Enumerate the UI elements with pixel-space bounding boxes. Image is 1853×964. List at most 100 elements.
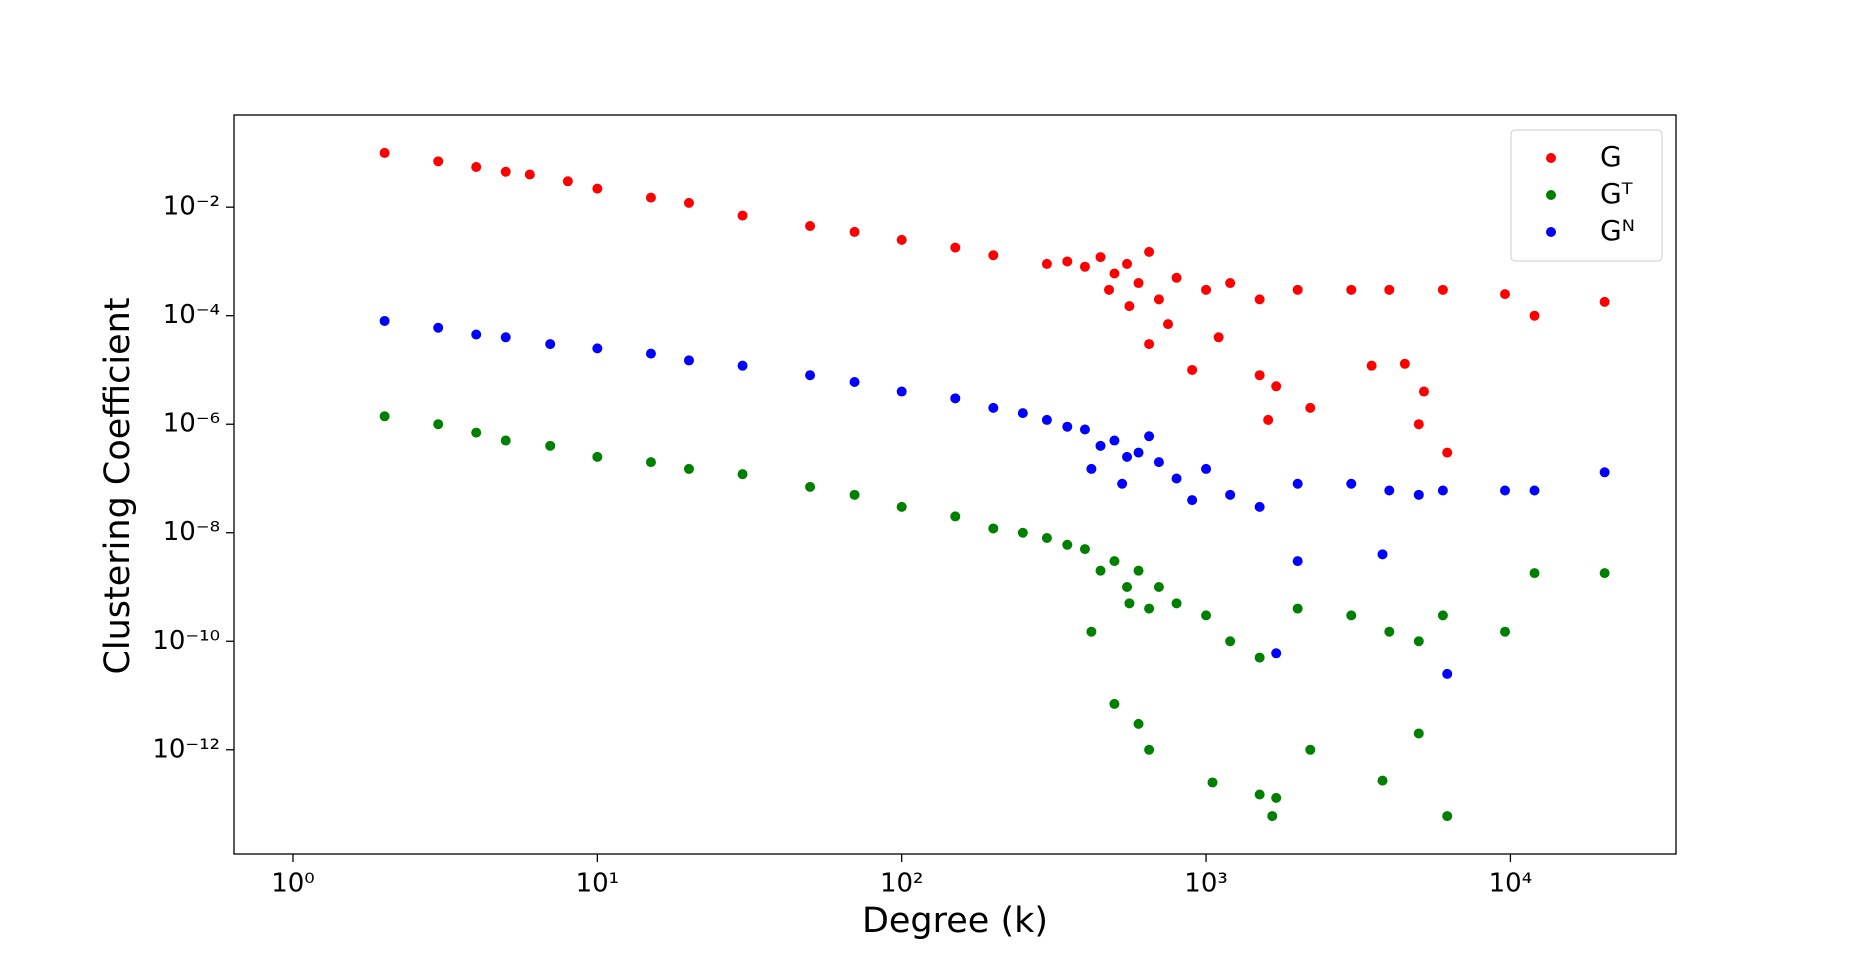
point: [849, 377, 860, 388]
point: [433, 322, 444, 333]
point: [683, 463, 694, 474]
point: [1384, 284, 1395, 295]
y-tick-label: 10⁻⁶: [163, 409, 220, 439]
point: [988, 250, 999, 261]
point: [1124, 598, 1135, 609]
point: [1144, 744, 1155, 755]
point: [1292, 284, 1303, 295]
legend-label: Gᵀ: [1600, 177, 1633, 210]
y-tick-label: 10⁻⁴: [163, 300, 220, 330]
point: [1384, 485, 1395, 496]
point: [849, 489, 860, 500]
point: [592, 343, 603, 354]
point: [896, 386, 907, 397]
point: [1187, 495, 1198, 506]
point: [1263, 414, 1274, 425]
point: [683, 355, 694, 366]
point: [1413, 636, 1424, 647]
point: [1599, 296, 1610, 307]
point: [1062, 256, 1073, 267]
point: [433, 419, 444, 430]
point: [849, 226, 860, 237]
point: [1346, 610, 1357, 621]
point: [1201, 463, 1212, 474]
point: [1384, 626, 1395, 637]
point: [1086, 463, 1097, 474]
point: [433, 156, 444, 167]
point: [1017, 527, 1028, 538]
y-axis-label: Clustering Coefficient: [98, 297, 138, 674]
point: [988, 402, 999, 413]
point: [1305, 402, 1316, 413]
point: [1041, 532, 1052, 543]
point: [1117, 478, 1128, 489]
point: [988, 523, 999, 534]
y-tick-label: 10⁻²: [163, 192, 220, 222]
point: [592, 183, 603, 194]
point: [1079, 424, 1090, 435]
point: [1418, 386, 1429, 397]
point: [1079, 544, 1090, 555]
point: [524, 169, 535, 180]
point: [1254, 370, 1265, 381]
point: [1041, 414, 1052, 425]
legend-marker: [1546, 227, 1556, 237]
point: [1086, 626, 1097, 637]
point: [1079, 261, 1090, 272]
point: [1144, 339, 1155, 350]
point: [1144, 246, 1155, 257]
point: [1201, 284, 1212, 295]
legend-box: [1510, 129, 1663, 262]
point: [1207, 777, 1218, 788]
point: [1109, 268, 1120, 279]
point: [1095, 565, 1106, 576]
point: [1187, 364, 1198, 375]
point: [1225, 489, 1236, 500]
point: [1254, 501, 1265, 512]
point: [1413, 489, 1424, 500]
point: [500, 435, 511, 446]
point: [1271, 792, 1282, 803]
x-tick-label: 10⁰: [271, 869, 315, 899]
legend-marker: [1546, 153, 1556, 163]
point: [1377, 549, 1388, 560]
point: [1124, 301, 1135, 312]
point: [1599, 568, 1610, 579]
point: [1163, 319, 1174, 330]
point: [1346, 284, 1357, 295]
point: [500, 332, 511, 343]
point: [1442, 447, 1453, 458]
point: [1529, 568, 1540, 579]
point: [950, 511, 961, 522]
point: [1599, 467, 1610, 478]
point: [1095, 440, 1106, 451]
point: [1171, 272, 1182, 283]
legend: [1510, 129, 1663, 262]
point: [737, 469, 748, 480]
point: [1529, 485, 1540, 496]
point: [1225, 278, 1236, 289]
point: [1104, 284, 1115, 295]
point: [1292, 603, 1303, 614]
point: [1413, 728, 1424, 739]
point: [1144, 603, 1155, 614]
point: [1399, 358, 1410, 369]
point: [545, 339, 556, 350]
point: [1153, 294, 1164, 305]
point: [1144, 431, 1155, 442]
point: [950, 242, 961, 253]
point: [737, 360, 748, 371]
point: [1201, 610, 1212, 621]
point: [1017, 408, 1028, 419]
point: [645, 192, 656, 203]
point: [1437, 485, 1448, 496]
point: [1254, 789, 1265, 800]
point: [545, 440, 556, 451]
point: [1305, 744, 1316, 755]
point: [1529, 310, 1540, 321]
point: [379, 411, 390, 422]
y-tick-label: 10⁻¹⁰: [152, 626, 220, 656]
point: [1437, 284, 1448, 295]
